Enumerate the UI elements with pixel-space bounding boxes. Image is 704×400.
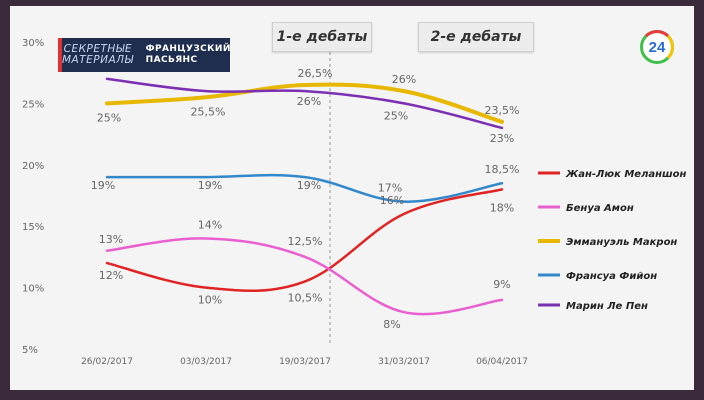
channel-24-logo: 24 — [640, 30, 674, 64]
series-line-1 — [105, 188, 504, 293]
data-label: 14% — [198, 218, 222, 231]
x-tick-label: 19/03/2017 — [279, 357, 331, 367]
y-tick-label: 15% — [22, 222, 44, 233]
data-label: 23,5% — [485, 104, 520, 117]
y-tick-label: 5% — [22, 345, 38, 356]
data-label: 26% — [297, 95, 321, 108]
y-tick-label: 30% — [22, 38, 44, 49]
x-tick-label: 03/03/2017 — [180, 357, 232, 367]
data-label: 16% — [380, 194, 404, 207]
debate-label-2: 2-е дебаты — [418, 22, 534, 52]
data-label: 25% — [97, 111, 121, 124]
series-line-5 — [105, 77, 504, 130]
badge-right-text: ФРАНЦУЗСКИЙ ПАСЬЯНС — [146, 44, 231, 66]
data-label: 13% — [99, 233, 123, 246]
badge-right-line2: ПАСЬЯНС — [145, 55, 198, 65]
data-label: 12% — [99, 269, 123, 282]
legend-label: Бенуа Амон — [566, 203, 634, 214]
data-label: 25,5% — [191, 105, 226, 118]
data-label: 26% — [392, 73, 416, 86]
data-label: 18,5% — [485, 163, 520, 176]
data-label: 8% — [383, 318, 400, 331]
badge-right-line1: ФРАНЦУЗСКИЙ — [145, 44, 231, 54]
y-tick-label: 25% — [22, 99, 44, 110]
x-tick-label: 31/03/2017 — [378, 357, 430, 367]
data-label: 19% — [91, 179, 115, 192]
x-tick-label: 26/02/2017 — [81, 357, 133, 367]
y-tick-label: 20% — [22, 161, 44, 172]
legend-label: Марин Ле Пен — [566, 301, 648, 312]
data-label: 18% — [490, 201, 514, 214]
data-label: 25% — [384, 109, 408, 122]
data-label: 10% — [198, 294, 222, 307]
series-line-3 — [105, 82, 504, 124]
series-line-2 — [105, 237, 504, 316]
data-label: 17% — [378, 182, 402, 195]
data-label: 23% — [490, 132, 514, 145]
badge-left-text: СЕКРЕТНЫЕ МАТЕРИАЛЫ — [62, 43, 134, 66]
data-label: 9% — [493, 278, 510, 291]
program-badge: СЕКРЕТНЫЕ МАТЕРИАЛЫ ФРАНЦУЗСКИЙ ПАСЬЯНС — [58, 38, 230, 72]
data-label: 12,5% — [288, 235, 323, 248]
data-label: 19% — [297, 179, 321, 192]
x-tick-label: 06/04/2017 — [476, 357, 528, 367]
data-label: 26,5% — [298, 67, 333, 80]
legend-label: Эммануэль Макрон — [566, 237, 677, 248]
legend-label: Жан-Люк Меланшон — [565, 169, 687, 180]
series-line-4 — [105, 173, 504, 203]
debate-label-1: 1-е дебаты — [272, 22, 372, 52]
y-tick-label: 10% — [22, 284, 44, 295]
data-label: 10,5% — [288, 291, 323, 304]
data-label: 19% — [198, 179, 222, 192]
legend-label: Франсуа Фийон — [566, 271, 657, 282]
